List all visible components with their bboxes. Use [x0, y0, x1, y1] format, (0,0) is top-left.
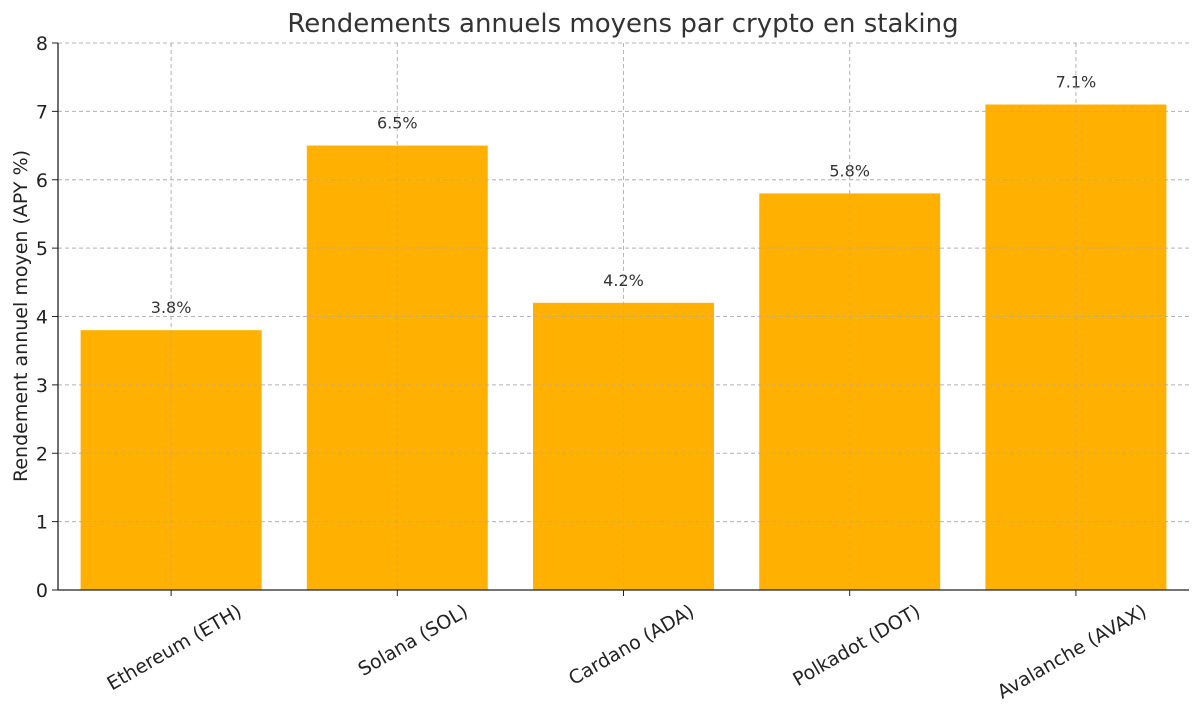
x-tick-label: Ethereum (ETH) — [103, 600, 245, 695]
y-tick-label: 1 — [36, 512, 48, 534]
value-labels: 3.8%6.5%4.2%5.8%7.1% — [58, 42, 1189, 590]
bar-value-label: 7.1% — [1056, 73, 1097, 92]
x-tick-label: Avalanche (AVAX) — [994, 600, 1151, 703]
bar-value-label: 3.8% — [151, 298, 192, 317]
x-tick-label: Solana (SOL) — [354, 600, 471, 680]
x-tick-label: Cardano (ADA) — [565, 600, 698, 690]
x-tick-labels: Ethereum (ETH) Solana (SOL) Cardano (ADA) P… — [103, 600, 1150, 703]
y-tick-label: 5 — [36, 238, 48, 260]
y-tick-label: 2 — [36, 443, 48, 465]
y-tick-label: 7 — [36, 101, 48, 123]
y-axis-label: Rendement annuel moyen (APY %) — [10, 150, 32, 482]
y-tick-label: 4 — [36, 307, 48, 329]
x-tick-label: Polkadot (DOT) — [789, 600, 924, 691]
chart-title: Rendements annuels moyens par crypto en … — [287, 9, 958, 39]
y-tick-label: 6 — [36, 170, 48, 192]
y-tick-label: 8 — [36, 33, 48, 55]
bar — [759, 193, 941, 591]
bar-value-label: 4.2% — [603, 271, 644, 290]
y-tick-labels: 0 1 2 3 4 5 6 7 8 — [36, 33, 48, 602]
y-tick-label: 3 — [36, 375, 48, 397]
y-tick-label: 0 — [36, 580, 48, 602]
axes — [52, 42, 1189, 596]
bar — [80, 330, 262, 590]
